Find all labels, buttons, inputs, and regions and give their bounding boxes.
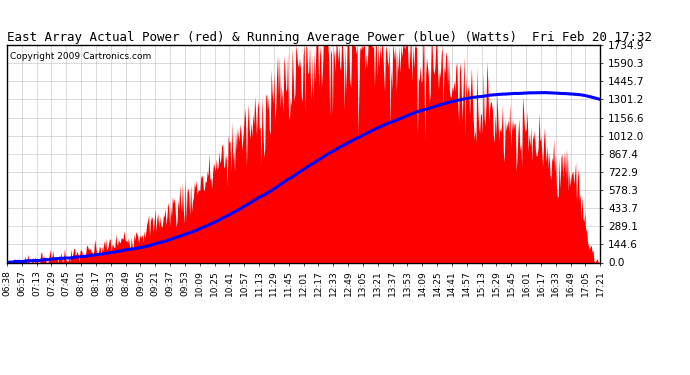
Text: Copyright 2009 Cartronics.com: Copyright 2009 Cartronics.com <box>10 51 151 60</box>
Text: East Array Actual Power (red) & Running Average Power (blue) (Watts)  Fri Feb 20: East Array Actual Power (red) & Running … <box>7 31 652 44</box>
